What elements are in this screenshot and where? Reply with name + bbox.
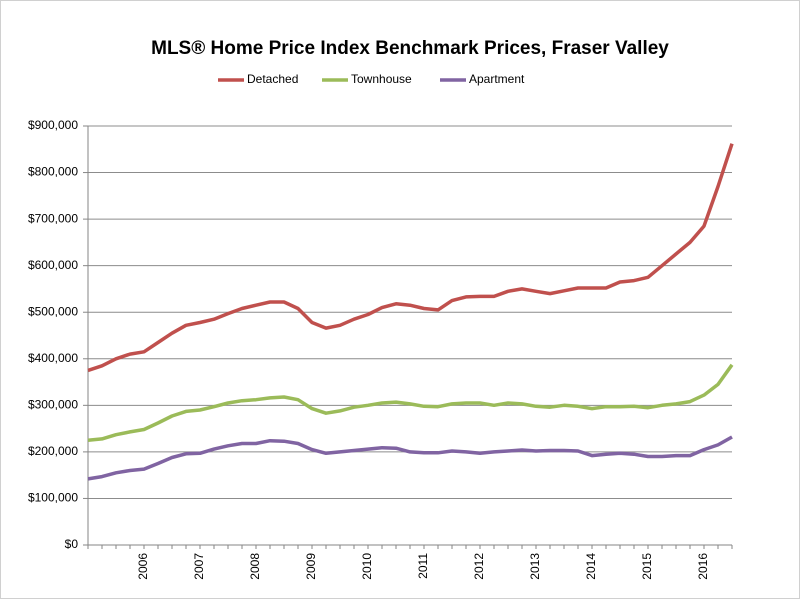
y-tick-label: $500,000 xyxy=(28,304,78,318)
x-tick-label: 2009 xyxy=(304,553,318,580)
y-tick-label: $400,000 xyxy=(28,351,78,365)
y-tick-label: $900,000 xyxy=(28,118,78,132)
chart-title: MLS® Home Price Index Benchmark Prices, … xyxy=(151,38,669,59)
x-tick-label: 2013 xyxy=(528,553,542,580)
x-tick-label: 2015 xyxy=(640,553,654,580)
x-tick-label: 2011 xyxy=(416,553,430,579)
series-line xyxy=(87,363,734,443)
y-tick-label: $0 xyxy=(65,537,79,551)
y-tick-label: $300,000 xyxy=(28,398,78,412)
x-tick-label: 2010 xyxy=(360,553,374,580)
series-line xyxy=(87,435,733,481)
y-tick-label: $100,000 xyxy=(28,491,78,505)
x-tick-label: 2012 xyxy=(472,553,486,580)
x-tick-label: 2016 xyxy=(696,553,710,580)
y-tick-label: $600,000 xyxy=(28,258,78,272)
x-tick-label: 2014 xyxy=(584,553,598,580)
legend-label: Townhouse xyxy=(351,72,412,86)
y-tick-label: $700,000 xyxy=(28,211,78,225)
legend-label: Detached xyxy=(247,72,298,86)
legend-label: Apartment xyxy=(469,72,525,86)
y-tick-label: $200,000 xyxy=(28,444,78,458)
x-tick-label: 2008 xyxy=(248,553,262,580)
series-line xyxy=(87,143,734,373)
y-tick-label: $800,000 xyxy=(28,165,78,179)
x-tick-label: 2007 xyxy=(192,553,206,580)
x-tick-label: 2006 xyxy=(136,553,150,580)
